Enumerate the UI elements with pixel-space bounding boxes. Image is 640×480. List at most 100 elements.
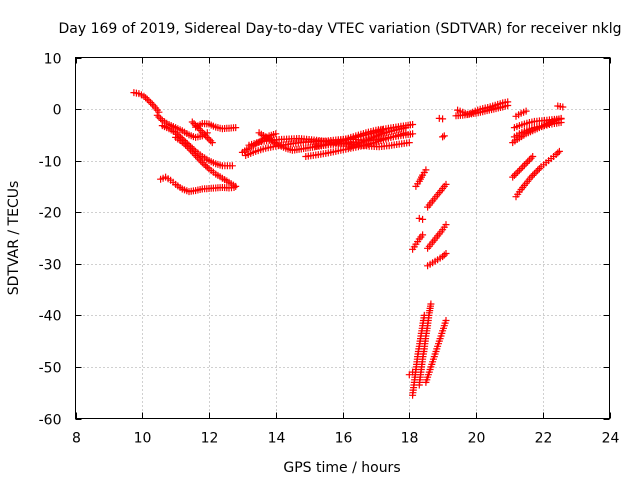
series-arc-5 xyxy=(157,173,238,196)
data-point xyxy=(153,111,161,119)
series-arc-19 xyxy=(424,180,450,211)
data-point xyxy=(145,97,153,105)
data-point xyxy=(143,95,151,103)
data-point xyxy=(148,100,156,108)
x-tick-label: 24 xyxy=(602,431,620,447)
series-arc-35 xyxy=(509,153,537,181)
series-arc-18 xyxy=(409,231,427,253)
data-point xyxy=(515,166,523,174)
series-arc-32 xyxy=(509,114,565,147)
data-point xyxy=(525,156,533,164)
data-marks xyxy=(130,89,567,399)
data-point xyxy=(519,163,527,171)
data-point xyxy=(207,137,215,145)
series-arc-29 xyxy=(452,102,512,120)
data-point xyxy=(552,151,560,158)
data-point xyxy=(140,92,148,100)
y-tick-label: -40 xyxy=(39,309,62,325)
y-tick-label: -60 xyxy=(39,413,62,429)
y-tick-label: 10 xyxy=(44,52,62,68)
data-point xyxy=(405,139,413,147)
data-point xyxy=(557,114,565,122)
data-point xyxy=(535,165,543,173)
data-point xyxy=(522,159,530,167)
data-point xyxy=(517,165,525,173)
series-arc-12 xyxy=(302,129,410,160)
data-point xyxy=(527,154,535,162)
series-arc-36 xyxy=(512,147,563,201)
data-point xyxy=(230,184,238,191)
data-point xyxy=(555,147,563,155)
data-point xyxy=(232,182,240,190)
data-point xyxy=(527,173,535,181)
series-arc-4 xyxy=(172,133,240,190)
data-point xyxy=(439,133,447,141)
tick-labels: 8 10 12 14 16 18 20 22 24 -60 -50 -40 -30 -20 -10 0 10 xyxy=(39,52,620,447)
series-arc-21 xyxy=(424,221,450,252)
data-point xyxy=(419,231,427,239)
data-point xyxy=(510,171,518,179)
x-tick-label: 16 xyxy=(335,431,353,447)
data-point xyxy=(188,118,196,126)
data-point xyxy=(534,166,542,174)
series-arc-1 xyxy=(130,89,163,116)
data-point xyxy=(182,141,190,149)
x-tick-label: 20 xyxy=(468,431,486,447)
data-point xyxy=(203,134,211,142)
grid xyxy=(75,57,610,419)
data-point xyxy=(422,166,430,174)
data-point xyxy=(202,162,210,170)
data-point xyxy=(198,159,206,167)
y-tick-label: -50 xyxy=(39,361,62,377)
data-point xyxy=(524,158,532,166)
data-point xyxy=(559,103,567,111)
data-point xyxy=(440,132,448,140)
data-point xyxy=(529,153,537,160)
y-tick-label: -20 xyxy=(39,206,62,222)
data-point xyxy=(228,162,236,170)
data-point xyxy=(155,113,163,121)
data-point xyxy=(175,132,183,140)
data-point xyxy=(442,250,450,257)
series-arc-26 xyxy=(435,114,447,123)
data-point xyxy=(202,132,210,140)
data-point xyxy=(208,139,216,147)
data-point xyxy=(192,121,200,129)
data-point xyxy=(509,173,517,181)
axis-ticks xyxy=(75,57,611,420)
data-point xyxy=(522,107,530,115)
series-arc-11 xyxy=(238,130,280,156)
data-point xyxy=(520,161,528,169)
data-point xyxy=(183,143,191,151)
series-arc-22 xyxy=(409,311,428,399)
data-point xyxy=(193,123,201,131)
data-point xyxy=(272,130,280,138)
series-arc-34 xyxy=(554,102,567,111)
data-point xyxy=(419,215,427,223)
x-tick-label: 12 xyxy=(201,431,219,447)
data-point xyxy=(532,168,540,176)
data-point xyxy=(442,221,450,229)
y-tick-label: -30 xyxy=(39,258,62,274)
data-point xyxy=(187,146,195,154)
data-point xyxy=(440,251,448,259)
data-point xyxy=(409,368,417,376)
data-point xyxy=(190,120,198,128)
data-point xyxy=(142,94,150,102)
plot-frame xyxy=(75,57,610,419)
chart-title: Day 169 of 2019, Sidereal Day-to-day VTE… xyxy=(59,21,622,37)
series-arc-20 xyxy=(424,250,450,270)
x-axis-title: GPS time / hours xyxy=(283,460,400,476)
x-tick-label: 22 xyxy=(535,431,553,447)
series-arc-27 xyxy=(439,132,448,141)
data-point xyxy=(409,130,417,138)
series-arc-15 xyxy=(312,126,386,150)
x-tick-label: 14 xyxy=(268,431,286,447)
data-point xyxy=(554,149,562,157)
data-point xyxy=(439,253,447,261)
data-point xyxy=(530,170,538,178)
series-arc-33 xyxy=(512,107,530,120)
series-arc-24 xyxy=(422,317,450,386)
data-point xyxy=(402,124,410,132)
